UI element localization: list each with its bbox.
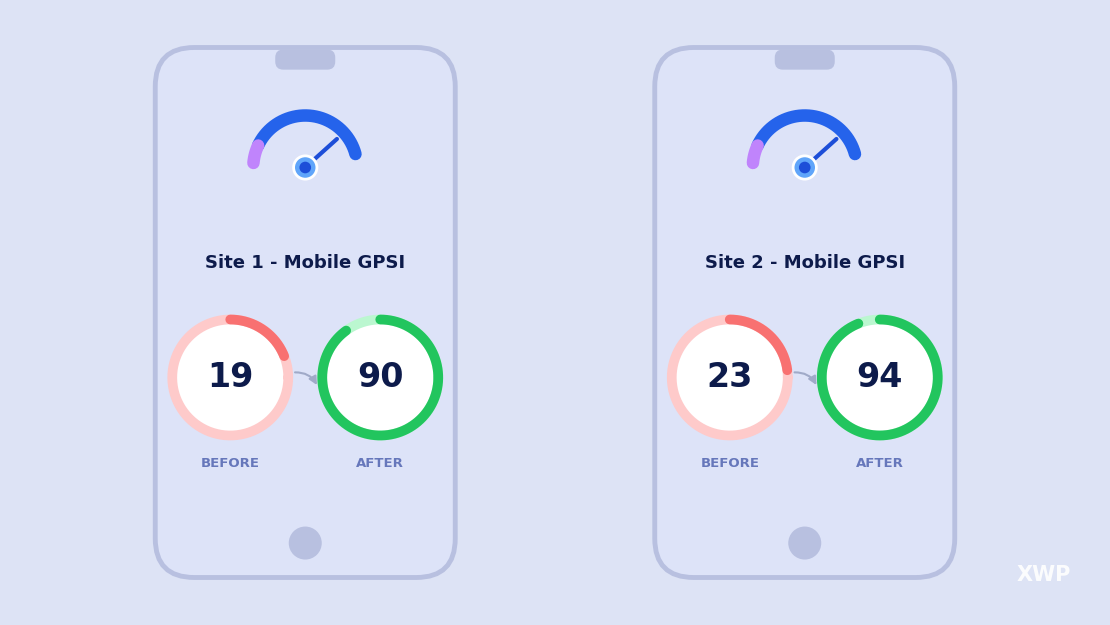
Circle shape bbox=[172, 319, 289, 436]
Text: XWP: XWP bbox=[1017, 565, 1071, 585]
Text: 90: 90 bbox=[357, 361, 404, 394]
Circle shape bbox=[672, 319, 788, 436]
Text: AFTER: AFTER bbox=[356, 457, 404, 470]
Circle shape bbox=[794, 156, 816, 179]
Circle shape bbox=[799, 162, 810, 173]
FancyBboxPatch shape bbox=[155, 48, 455, 578]
Circle shape bbox=[294, 156, 316, 179]
Circle shape bbox=[322, 319, 438, 436]
Circle shape bbox=[821, 319, 938, 436]
FancyBboxPatch shape bbox=[275, 49, 335, 69]
FancyBboxPatch shape bbox=[775, 49, 835, 69]
Text: BEFORE: BEFORE bbox=[700, 457, 759, 470]
Circle shape bbox=[289, 526, 322, 559]
Circle shape bbox=[300, 162, 311, 173]
Text: AFTER: AFTER bbox=[856, 457, 904, 470]
Text: 23: 23 bbox=[707, 361, 753, 394]
Circle shape bbox=[788, 526, 821, 559]
Text: Site 2 - Mobile GPSI: Site 2 - Mobile GPSI bbox=[705, 254, 905, 271]
Text: 94: 94 bbox=[857, 361, 902, 394]
FancyBboxPatch shape bbox=[655, 48, 955, 578]
Text: BEFORE: BEFORE bbox=[201, 457, 260, 470]
Text: Site 1 - Mobile GPSI: Site 1 - Mobile GPSI bbox=[205, 254, 405, 271]
Text: 19: 19 bbox=[208, 361, 253, 394]
